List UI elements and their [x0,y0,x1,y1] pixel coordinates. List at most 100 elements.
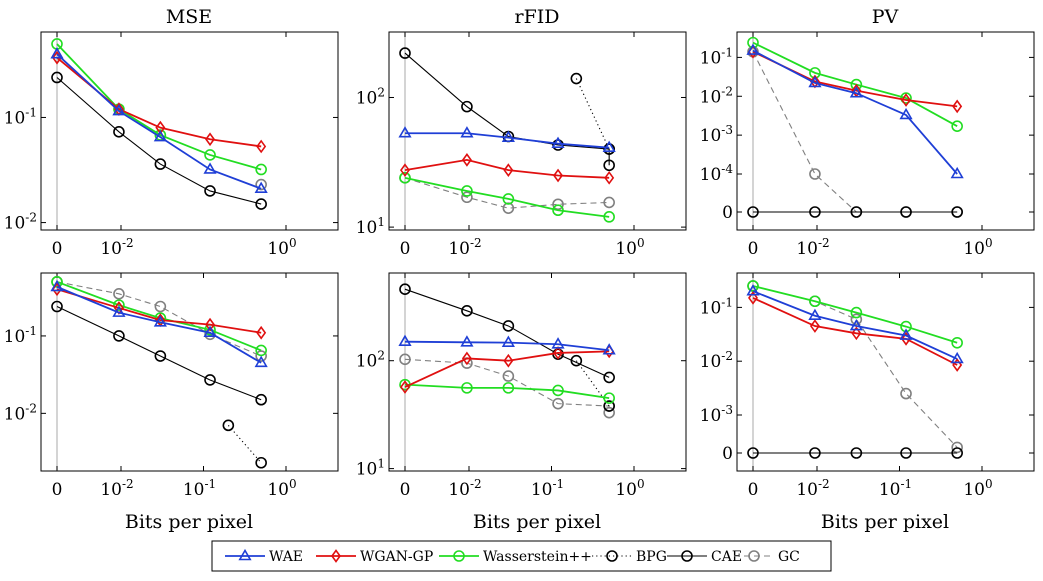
wgan-gp-marker [256,139,267,154]
y-tick-label: 10-2 [700,84,733,107]
rfid-top-panel: rFID 102 101 0 10-2 100 [356,6,687,259]
gc-marker [850,313,863,326]
plot-frame [388,272,687,472]
wgan-gp-line [752,297,958,366]
bpg-marker [255,456,267,469]
cae-marker [461,305,473,317]
x-tick-label: 0 [52,480,63,500]
bpg-marker [570,72,583,85]
legend-label: GC [778,549,800,565]
cae-marker [399,47,411,59]
cae-marker [51,300,63,313]
plot-frame [736,31,1035,231]
gc-line [404,177,610,209]
y-tick-label: 101 [356,457,385,480]
wae-line [752,49,958,175]
wasserstein-marker [255,163,267,176]
gc-marker [900,387,912,400]
wae-marker [203,325,217,338]
y-tick-label: 10-2 [4,211,37,234]
cae-marker [603,159,615,172]
wae-marker [398,334,412,347]
wasserstein-marker [399,172,411,184]
wae-marker [602,343,616,355]
legend-item-gc: GC [734,549,800,565]
y-tick-label: 10-2 [700,349,733,372]
cae-marker [552,139,564,151]
cae-marker [204,185,216,197]
wgan-gp-marker [400,163,410,178]
cae-marker [461,100,473,113]
wgan-gp-marker [205,317,216,332]
legend-label: Wasserstein++ [483,549,592,565]
gc-line [56,281,262,357]
gc-marker [255,178,267,191]
wasserstein-marker [453,550,465,562]
x-tick-label: 100 [963,477,992,500]
cae-line [56,306,262,401]
pv-top-panel: PV 10-1 10-2 10-3 10-4 00 10-2 100 [700,6,1035,259]
chart-title: PV [872,6,899,28]
wae-marker [849,318,863,331]
wae-marker [899,107,913,120]
wae-marker [254,355,268,368]
wgan-gp-marker [952,99,963,114]
wasserstein-marker [552,204,564,217]
gc-line [752,51,958,213]
wgan-gp-marker [809,319,820,333]
x-tick-label: 10-1 [183,477,216,500]
cae-marker [747,447,759,459]
cae-marker [154,158,167,170]
y-tick-label: 10-1 [700,295,733,318]
cae-marker [113,330,125,342]
y-tick-label: 0 [722,203,733,223]
cae-marker [900,447,912,459]
wae-marker [238,548,252,561]
wasserstein-marker [809,295,821,308]
y-tick-label: 102 [356,349,385,372]
wae-marker [460,126,474,138]
cae-marker [154,350,167,362]
wae-marker [50,47,64,59]
wasserstein-marker [51,276,63,288]
y-tick-label: 10-1 [4,105,37,128]
cae-marker [603,143,615,155]
gc-marker [113,288,125,300]
wae-marker [551,337,565,349]
x-tick-label: 100 [267,236,296,259]
wae-marker [501,130,515,142]
wae-marker [501,335,515,347]
gc-marker [552,397,564,410]
wae-marker [203,162,217,174]
cae-line [404,52,610,166]
wasserstein-marker [204,149,216,161]
x-axis-label: Bits per pixel [125,511,253,533]
wasserstein-line [404,176,610,218]
wgan-gp-marker [553,346,564,360]
plot-frame [40,272,339,472]
wae-marker [112,305,126,317]
wasserstein-marker [951,336,963,349]
wasserstein-marker [461,185,473,197]
wasserstein-marker [951,120,963,132]
x-tick-label: 0 [400,239,411,259]
x-tick-label: 100 [963,236,992,259]
wgan-gp-marker [503,353,514,368]
wae-line [404,340,610,352]
cae-marker [809,447,821,459]
x-axis-label: Bits per pixel [821,511,949,533]
wasserstein-marker [603,392,615,404]
wae-marker [153,315,167,327]
x-tick-label: 100 [615,477,644,500]
gc-marker [552,198,564,211]
x-tick-label: 0 [52,239,63,259]
rfid-bottom-panel: Bits per pixel 102 101 0 10-2 10-1 100 [356,272,687,533]
gc-marker [951,441,963,454]
gc-marker [603,406,615,419]
y-tick-label: 10-4 [700,162,734,185]
wasserstein-marker [461,382,473,394]
cae-marker [850,206,863,218]
legend-label: CAE [711,549,742,565]
wasserstein-line [404,383,610,400]
wgan-gp-marker [331,549,341,563]
